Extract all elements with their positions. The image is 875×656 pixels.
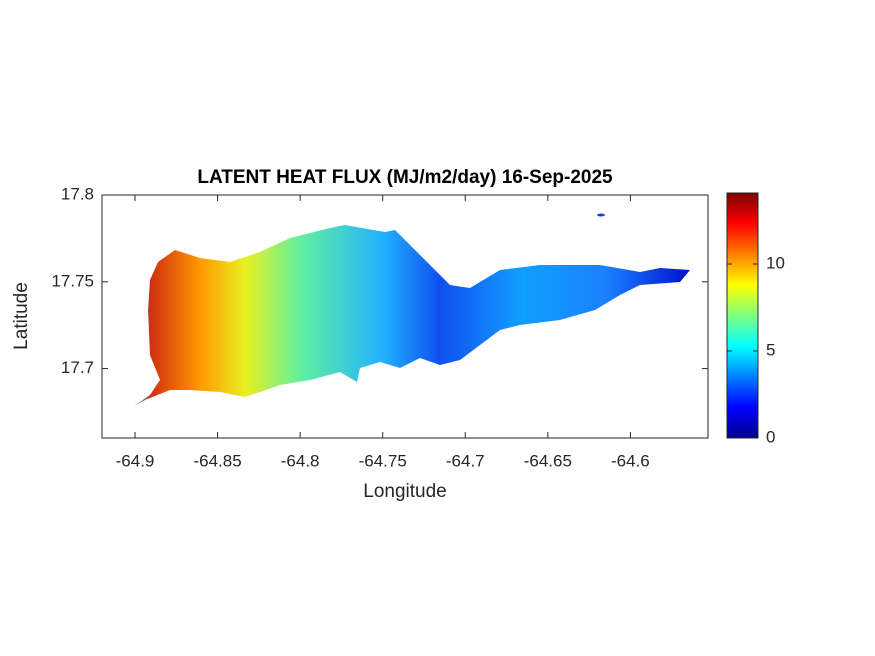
y-tick-label: 17.75: [51, 271, 94, 290]
x-tick-label: -64.8: [281, 451, 320, 470]
axes-box: [101, 194, 709, 439]
y-tick-label: 17.7: [61, 358, 94, 377]
colorbar-tick-label: 5: [766, 340, 775, 359]
colorbar-tick-label: 0: [766, 427, 775, 446]
colorbar-tick-label: 10: [766, 253, 785, 272]
x-tick-label: -64.7: [446, 451, 485, 470]
x-axis-label: Longitude: [363, 481, 446, 502]
island-field: [134, 225, 690, 406]
x-tick-label: -64.75: [359, 451, 407, 470]
islet: [597, 213, 605, 217]
x-tick-label: -64.6: [611, 451, 650, 470]
y-tick-label: 17.8: [61, 184, 94, 203]
colorbar: [726, 192, 759, 439]
y-axis-label: Latitude: [11, 282, 32, 350]
x-tick-label: -64.65: [524, 451, 572, 470]
x-tick-label: -64.9: [116, 451, 155, 470]
x-tick-label: -64.85: [193, 451, 241, 470]
chart-title: LATENT HEAT FLUX (MJ/m2/day) 16-Sep-2025: [197, 167, 613, 188]
